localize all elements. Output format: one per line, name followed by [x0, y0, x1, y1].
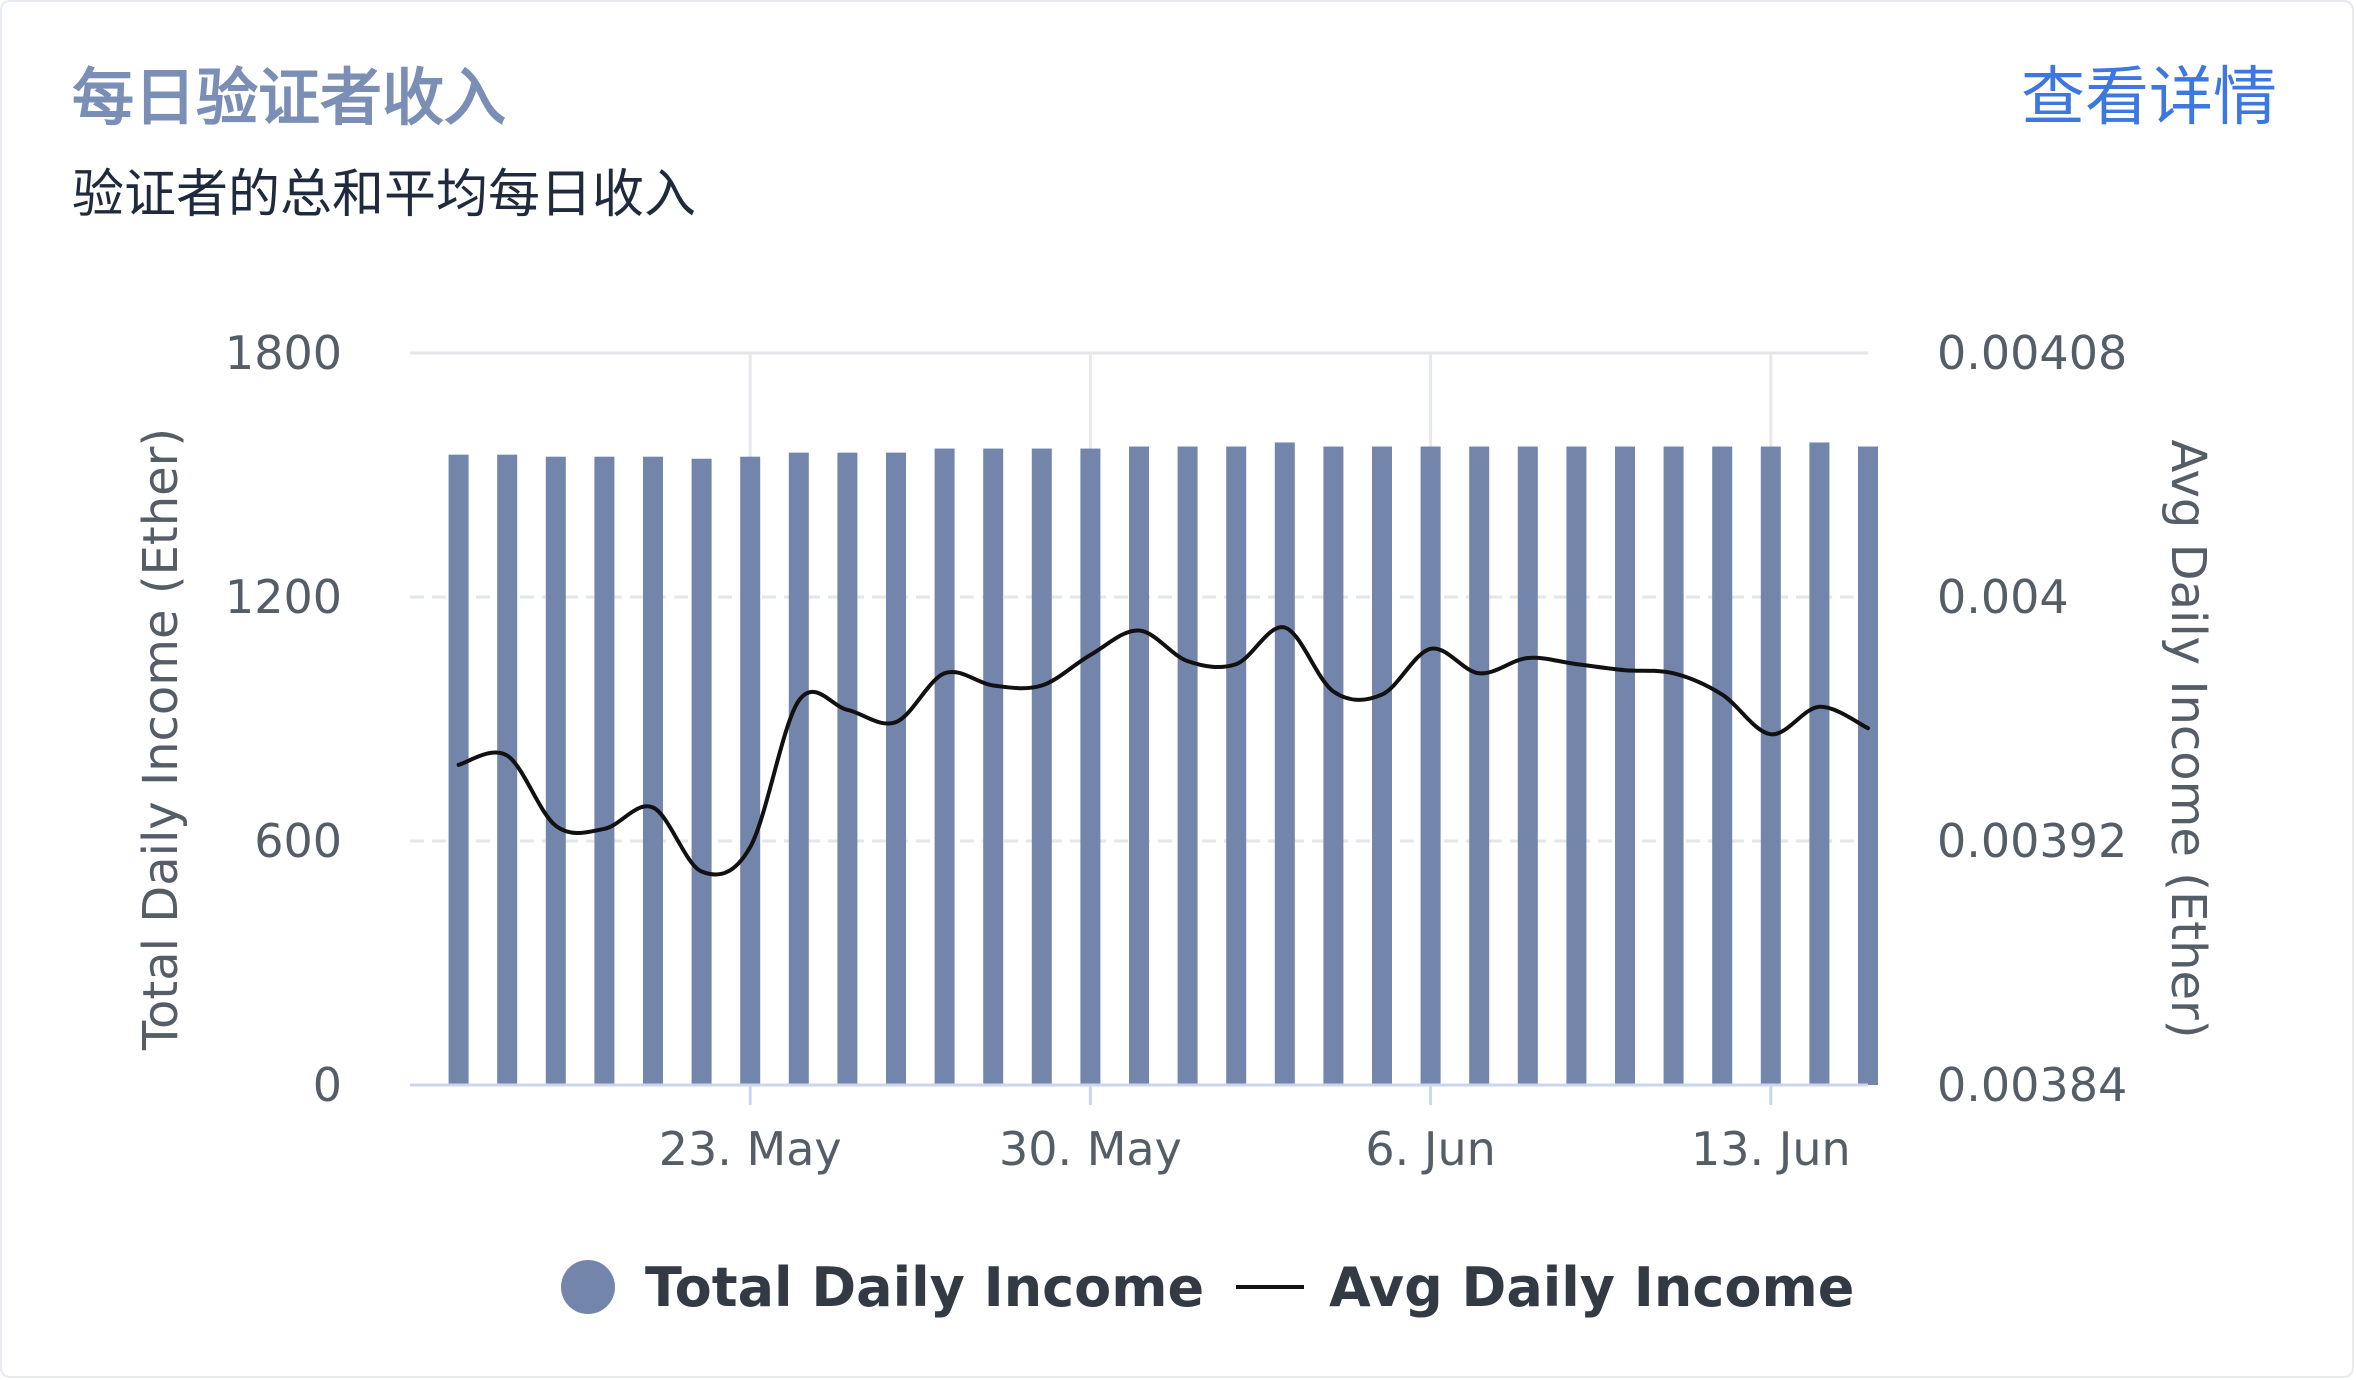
bar-total-daily-income [1663, 446, 1684, 1085]
bar-total-daily-income [1712, 446, 1733, 1085]
right-y-axis-tick-label: 0.00408 [1937, 326, 2127, 380]
x-axis-tick-label: 30. May [999, 1122, 1182, 1176]
bar-total-daily-income [983, 448, 1004, 1086]
bar-total-daily-income [1760, 446, 1781, 1085]
legend-item-total-daily-income[interactable]: Total Daily Income [561, 1256, 1204, 1319]
bar-total-daily-income [1323, 446, 1344, 1085]
card-subtitle: 验证者的总和平均每日收入 [72, 165, 697, 225]
line-avg-daily-income [456, 625, 1870, 877]
bar-total-daily-income [1566, 446, 1587, 1085]
bar-total-daily-income [545, 456, 566, 1085]
left-y-axis-tick-label: 0 [313, 1058, 342, 1112]
bar-total-daily-income [740, 456, 761, 1085]
bar-total-daily-income [1420, 446, 1441, 1085]
bar-total-daily-income [1129, 446, 1149, 1085]
bar-total-daily-income [1177, 446, 1198, 1085]
bar-total-daily-income [1372, 446, 1392, 1085]
left-y-axis-tick-label: 600 [254, 814, 342, 868]
bar-layer [448, 442, 1878, 1086]
bar-total-daily-income [1469, 446, 1490, 1085]
bar-total-daily-income [1517, 446, 1538, 1085]
bar-total-daily-income [886, 452, 906, 1086]
legend-circle-icon [561, 1260, 615, 1314]
bar-total-daily-income [934, 448, 955, 1086]
bar-total-daily-income [448, 454, 469, 1086]
legend-layer: Total Daily Income Avg Daily Income [561, 1256, 1854, 1319]
bar-total-daily-income [788, 452, 809, 1086]
bar-total-daily-income [643, 456, 663, 1085]
bar-total-daily-income [1274, 442, 1295, 1085]
bar-total-daily-income [1031, 448, 1052, 1086]
axis-layer: 23. May 30. May 6. Jun 13. Jun 1800 1200 600 0 0… [133, 326, 2216, 1176]
left-y-axis-title: Total Daily Income (Ether) [133, 428, 189, 1051]
left-y-axis-tick-label: 1200 [225, 570, 342, 624]
x-axis-tick-label: 6. Jun [1365, 1122, 1495, 1176]
right-y-axis-tick-label: 0.00392 [1937, 814, 2127, 868]
x-axis-tick-label: 23. May [659, 1122, 842, 1176]
bar-total-daily-income [837, 452, 858, 1086]
right-y-axis-title: Avg Daily Income (Ether) [2160, 439, 2216, 1038]
legend-item-avg-daily-income[interactable]: Avg Daily Income [1236, 1256, 1854, 1319]
bar-total-daily-income [1226, 446, 1247, 1085]
card-title: 每日验证者收入 [72, 61, 507, 134]
bar-total-daily-income [1809, 442, 1830, 1085]
bar-total-daily-income [1858, 446, 1878, 1085]
bar-total-daily-income [1080, 448, 1101, 1086]
bar-total-daily-income [691, 458, 712, 1085]
legend-label: Avg Daily Income [1329, 1256, 1854, 1319]
legend-label: Total Daily Income [645, 1256, 1204, 1319]
line-layer [456, 625, 1870, 877]
bar-total-daily-income [497, 454, 518, 1086]
right-y-axis-tick-label: 0.00384 [1937, 1058, 2127, 1112]
right-y-axis-tick-label: 0.004 [1937, 570, 2069, 624]
x-axis-tick-label: 13. Jun [1691, 1122, 1851, 1176]
left-y-axis-tick-label: 1800 [225, 326, 342, 380]
view-details-link[interactable]: 查看详情 [2021, 61, 2277, 135]
bar-total-daily-income [594, 456, 615, 1085]
bar-total-daily-income [1615, 446, 1635, 1085]
